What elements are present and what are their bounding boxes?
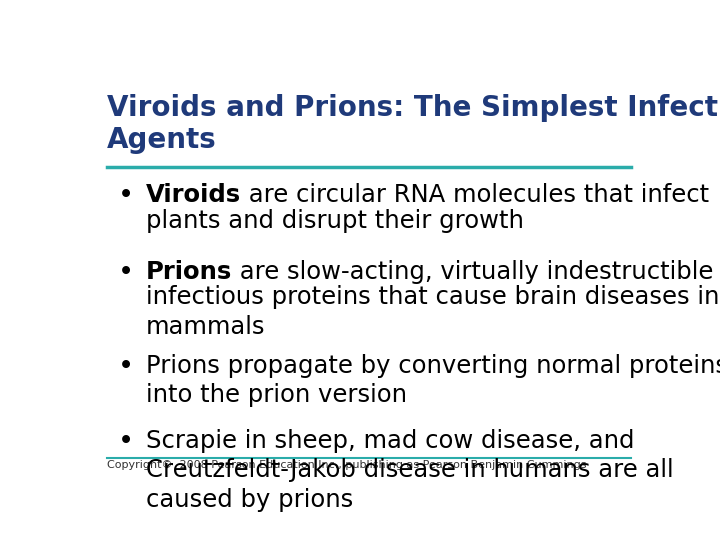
Text: Prions propagate by converting normal proteins
into the prion version: Prions propagate by converting normal pr… — [145, 354, 720, 408]
Text: plants and disrupt their growth: plants and disrupt their growth — [145, 208, 523, 233]
Text: Prions: Prions — [145, 260, 232, 284]
Text: Viroids: Viroids — [145, 183, 241, 207]
Text: •: • — [118, 260, 134, 286]
Text: •: • — [118, 429, 134, 455]
Text: Viroids and Prions: The Simplest Infectious
Agents: Viroids and Prions: The Simplest Infecti… — [107, 94, 720, 154]
Text: •: • — [118, 354, 134, 380]
Text: are circular RNA molecules that infect: are circular RNA molecules that infect — [241, 183, 709, 207]
Text: •: • — [118, 183, 134, 210]
Text: are slow-acting, virtually indestructible: are slow-acting, virtually indestructibl… — [232, 260, 714, 284]
Text: Copyright©  2008 Pearson Education Inc., publishing as Pearson Benjamin Cummings: Copyright© 2008 Pearson Education Inc., … — [107, 460, 586, 470]
Text: Scrapie in sheep, mad cow disease, and
Creutzfeldt-Jakob disease in humans are a: Scrapie in sheep, mad cow disease, and C… — [145, 429, 673, 512]
Text: infectious proteins that cause brain diseases in
mammals: infectious proteins that cause brain dis… — [145, 286, 719, 339]
